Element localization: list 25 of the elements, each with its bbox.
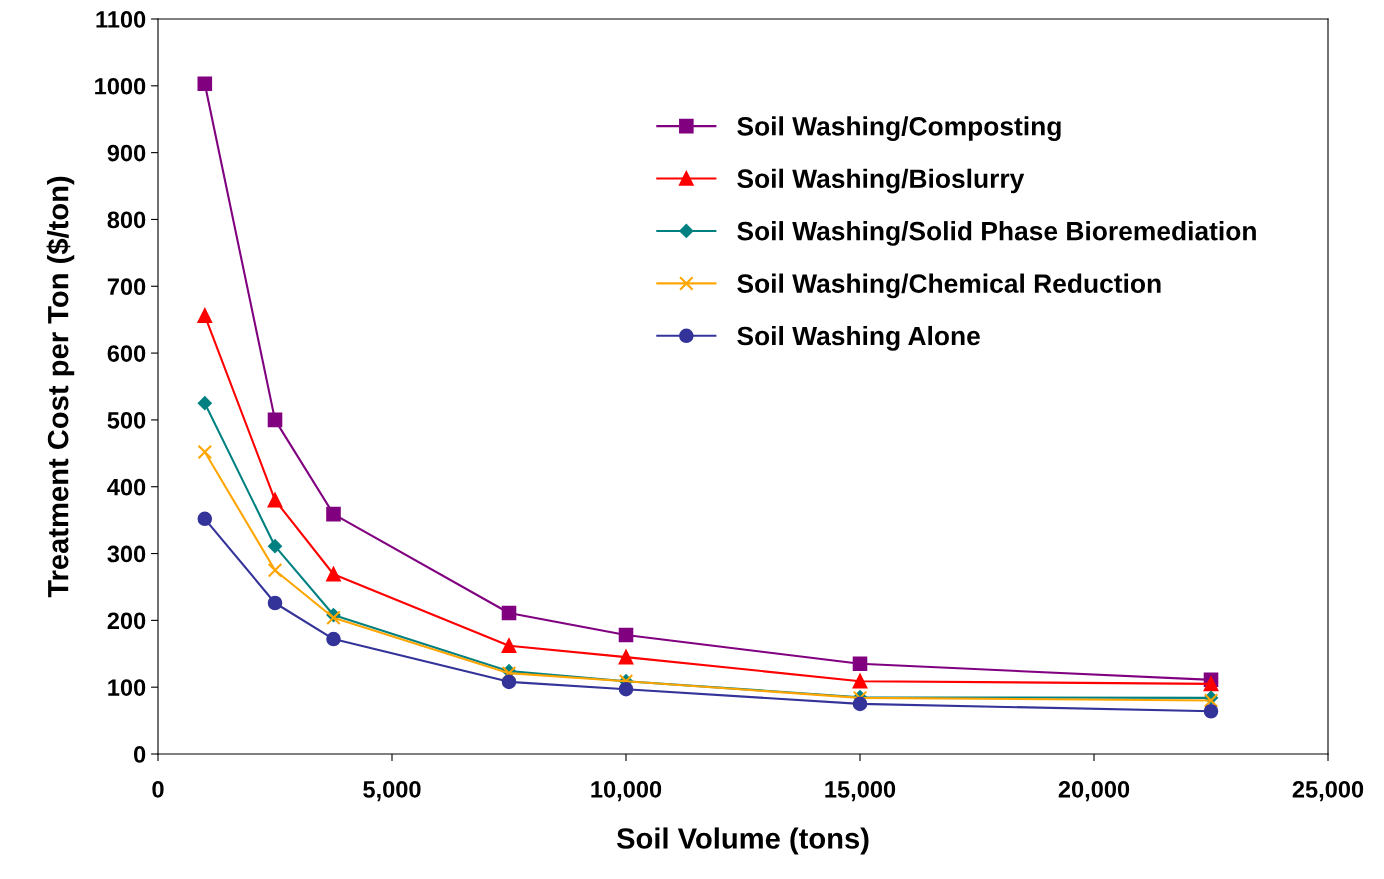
y-tick-label: 1100 <box>96 11 146 28</box>
y-tick-label: 800 <box>107 211 146 229</box>
y-tick-label: 300 <box>107 545 146 563</box>
x-tick-label: 15,000 <box>825 781 896 802</box>
x-tick-label: 25,000 <box>1292 781 1364 802</box>
legend-label: Soil Washing/Chemical Reduction <box>737 273 1161 299</box>
x-tick-label: 20,000 <box>1058 781 1130 802</box>
y-tick-label: 200 <box>107 612 146 630</box>
y-tick-label: 400 <box>107 478 146 496</box>
x-tick-label: 10,000 <box>591 781 662 802</box>
y-tick-label: 600 <box>107 345 146 362</box>
y-tick-label: 500 <box>107 411 146 429</box>
x-tick-label: 0 <box>152 781 164 798</box>
legend-label: Soil Washing Alone <box>737 325 980 351</box>
y-tick-label: 0 <box>134 746 146 763</box>
y-axis-title: Treatment Cost per Ton ($/ton) <box>46 176 75 598</box>
y-tick-label: 700 <box>107 278 146 296</box>
y-tick-label: 100 <box>108 679 146 696</box>
x-tick-label: 5,000 <box>363 781 421 802</box>
legend-label: Soil Washing/Bioslurry <box>737 168 1025 194</box>
x-axis-title: Soil Volume (tons) <box>616 827 869 855</box>
legend-label: Soil Washing/Solid Phase Bioremediation <box>737 221 1256 246</box>
legend-label: Soil Washing/Composting <box>737 116 1061 141</box>
y-tick-label: 900 <box>107 144 146 162</box>
y-tick-label: 1000 <box>95 77 146 95</box>
